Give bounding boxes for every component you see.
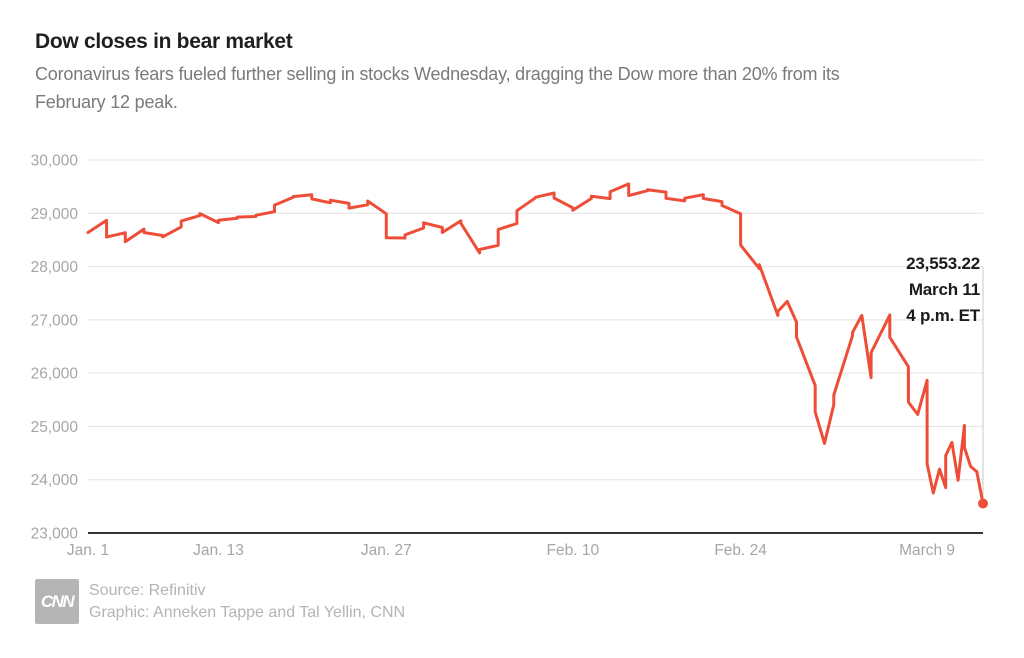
graphic-credit-line: Graphic: Anneken Tappe and Tal Yellin, C… <box>89 604 406 621</box>
x-axis-tick-label: Jan. 13 <box>193 542 244 559</box>
y-axis-tick-label: 28,000 <box>31 259 79 276</box>
x-axis-tick-label: Feb. 24 <box>714 542 767 559</box>
x-axis-tick-label: Jan. 1 <box>67 542 109 559</box>
endpoint-annotation-time: 4 p.m. ET <box>906 306 980 325</box>
x-axis-tick-label: March 9 <box>899 542 955 559</box>
endpoint-dot <box>978 498 988 509</box>
x-axis-tick-label: Feb. 10 <box>547 542 600 559</box>
chart-subtitle-line-1: Coronavirus fears fueled further selling… <box>35 64 840 84</box>
dow-price-line <box>86 182 985 505</box>
y-axis-tick-label: 24,000 <box>31 472 79 489</box>
footer-credits: Source: Refinitiv Graphic: Anneken Tappe… <box>89 579 405 624</box>
chart-footer: CNN Source: Refinitiv Graphic: Anneken T… <box>35 579 405 624</box>
chart-title: Dow closes in bear market <box>35 30 293 53</box>
y-axis-tick-label: 27,000 <box>31 312 79 329</box>
cnn-logo: CNN <box>35 579 79 624</box>
y-axis-tick-label: 25,000 <box>31 419 79 436</box>
x-axis-tick-label: Jan. 27 <box>361 542 412 559</box>
y-axis-tick-label: 29,000 <box>31 206 79 223</box>
source-line: Source: Refinitiv <box>89 582 206 599</box>
y-axis-tick-label: 26,000 <box>31 366 79 383</box>
endpoint-annotation: 23,553.22 March 11 4 p.m. ET <box>906 251 980 329</box>
y-axis-tick-label: 30,000 <box>31 153 79 170</box>
y-axis-tick-label: 23,000 <box>31 526 79 543</box>
chart-subtitle-line-2: February 12 peak. <box>35 92 178 112</box>
chart-subtitle: Coronavirus fears fueled further selling… <box>35 60 840 116</box>
endpoint-annotation-date: March 11 <box>908 280 980 299</box>
endpoint-annotation-value: 23,553.22 <box>906 254 980 273</box>
